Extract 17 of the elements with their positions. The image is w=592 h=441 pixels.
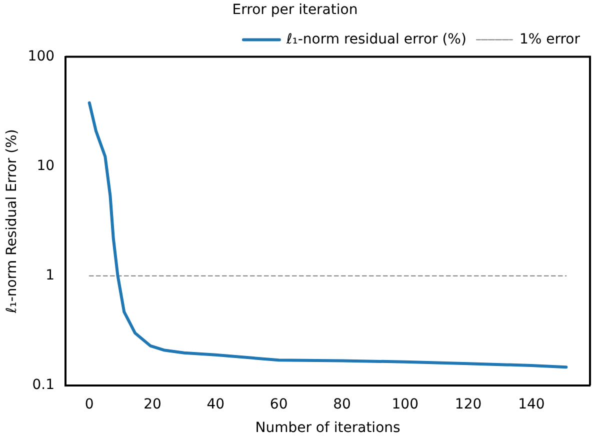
x-tick-label: 40 — [206, 396, 225, 412]
y-axis-title: ℓ₁-norm Residual Error (%) — [4, 129, 20, 314]
x-tick-label: 120 — [454, 396, 482, 412]
y-tick-label: 0.1 — [32, 377, 55, 394]
x-tick-label: 20 — [144, 396, 162, 412]
x-tick-label: 60 — [270, 396, 288, 412]
x-tick-label: 100 — [392, 396, 418, 412]
x-tick-label: 0 — [84, 396, 94, 412]
legend-label: ℓ₁-norm residual error (%) — [285, 31, 466, 48]
y-tick-label: 100 — [28, 48, 55, 64]
legend-label: 1% error — [519, 31, 580, 48]
y-tick-label: 1 — [46, 268, 55, 284]
x-axis-title: Number of iterations — [255, 420, 400, 436]
y-tick-label: 10 — [36, 158, 55, 174]
chart-title: Error per iteration — [232, 2, 358, 18]
x-tick-label: 80 — [333, 396, 351, 412]
x-tick-label: 140 — [518, 396, 545, 412]
